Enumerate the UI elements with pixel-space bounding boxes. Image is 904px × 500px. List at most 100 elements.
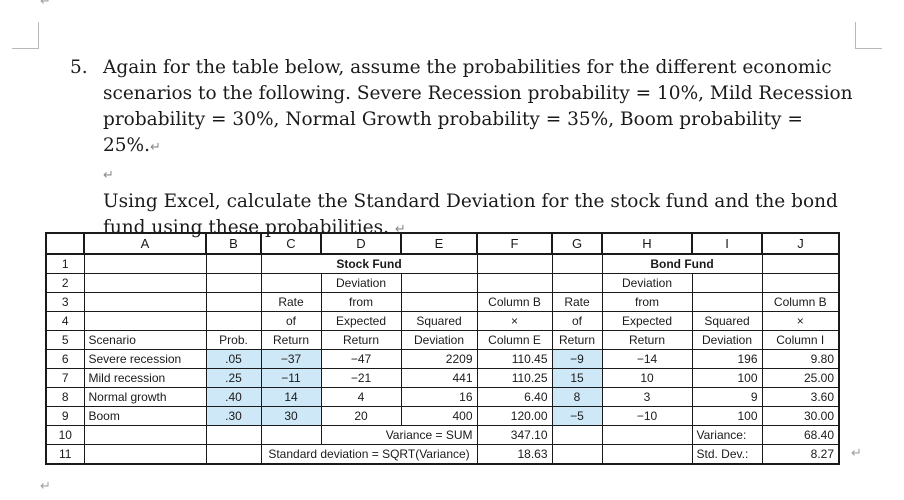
bond-rate-cell: −5 bbox=[551, 406, 603, 426]
row-number: 1 bbox=[45, 253, 85, 274]
cell bbox=[761, 253, 840, 274]
paragraph-mark-table-end: ↵ bbox=[851, 446, 862, 461]
corner-cell bbox=[45, 232, 85, 255]
stock-deviation-cell: −21 bbox=[320, 368, 402, 388]
bond-deviation-cell: −10 bbox=[601, 406, 693, 426]
cell bbox=[551, 253, 603, 274]
scenario-cell: Severe recession bbox=[83, 349, 207, 369]
paragraph-mark: ↵ bbox=[103, 168, 114, 183]
column-header-i: I bbox=[691, 232, 763, 255]
sheet-row-11: 11 Standard deviation = SQRT(Variance) 1… bbox=[45, 444, 840, 465]
cell bbox=[476, 253, 553, 274]
sheet-row-2: 2 Deviation Deviation bbox=[45, 273, 840, 293]
stock-squared-cell: 400 bbox=[400, 406, 478, 426]
question-number: 5. bbox=[70, 57, 88, 78]
question-paragraph-1: Again for the table below, assume the pr… bbox=[103, 57, 853, 156]
column-header-e: E bbox=[400, 232, 478, 255]
paragraph-mark: ↵ bbox=[150, 140, 161, 155]
header-from: from bbox=[320, 292, 402, 312]
scenario-cell: Mild recession bbox=[83, 368, 207, 388]
spreadsheet-table: A B C D E F G H I J 1 Stock Fund Bond Fu… bbox=[45, 232, 840, 465]
sheet-row-6: 6 Severe recession .05 −37 −47 2209 110.… bbox=[45, 349, 840, 369]
header-squared-deviation-bond: Deviation bbox=[691, 330, 763, 350]
row-number: 7 bbox=[45, 368, 85, 388]
row-number: 6 bbox=[45, 349, 85, 369]
variance-label: Variance = SUM bbox=[320, 425, 478, 445]
stock-stdev-value: 18.63 bbox=[476, 444, 553, 465]
empty-paragraph: ↵ bbox=[103, 161, 860, 189]
row-number: 9 bbox=[45, 406, 85, 426]
margin-corner-left bbox=[12, 22, 39, 49]
sheet-row-10: 10 Variance = SUM 347.10 Variance: 68.40 bbox=[45, 425, 840, 445]
stock-squared-cell: 16 bbox=[400, 387, 478, 407]
column-header-g: G bbox=[551, 232, 603, 255]
bond-product-cell: 30.00 bbox=[761, 406, 840, 426]
bond-rate-cell: 8 bbox=[551, 387, 603, 407]
stock-deviation-cell: 4 bbox=[320, 387, 402, 407]
question-5: 5. Again for the table below, assume the… bbox=[70, 55, 860, 243]
sheet-row-7: 7 Mild recession .25 −11 −21 441 110.25 … bbox=[45, 368, 840, 388]
row-number: 10 bbox=[45, 425, 85, 445]
bond-squared-cell: 100 bbox=[691, 368, 763, 388]
stock-product-cell: 110.45 bbox=[476, 349, 553, 369]
row-number: 2 bbox=[45, 273, 85, 293]
scenario-cell: Boom bbox=[83, 406, 207, 426]
bond-deviation-cell: 3 bbox=[601, 387, 693, 407]
header-expected-bond: Expected bbox=[601, 311, 693, 331]
column-header-f: F bbox=[476, 232, 553, 255]
stock-rate-cell: 14 bbox=[260, 387, 322, 407]
header-squared-bond: Squared bbox=[691, 311, 763, 331]
header-rate: Rate bbox=[260, 292, 322, 312]
row-number: 3 bbox=[45, 292, 85, 312]
bond-stdev-label: Std. Dev.: bbox=[691, 444, 763, 465]
header-times: × bbox=[476, 311, 553, 331]
prob-cell: .25 bbox=[205, 368, 262, 388]
header-scenario: Scenario bbox=[83, 330, 207, 350]
stock-variance-value: 347.10 bbox=[476, 425, 553, 445]
stock-deviation-cell: −47 bbox=[320, 349, 402, 369]
bond-deviation-cell: 10 bbox=[601, 368, 693, 388]
bond-variance-label: Variance: bbox=[691, 425, 763, 445]
header-return-2: Return bbox=[320, 330, 402, 350]
cell bbox=[83, 253, 207, 274]
stock-product-cell: 120.00 bbox=[476, 406, 553, 426]
bond-product-cell: 25.00 bbox=[761, 368, 840, 388]
header-of: of bbox=[260, 311, 322, 331]
header-prob: Prob. bbox=[205, 330, 262, 350]
header-squared-deviation: Deviation bbox=[400, 330, 478, 350]
header-deviation-bond: Deviation bbox=[601, 273, 693, 293]
header-deviation: Deviation bbox=[320, 273, 402, 293]
stdev-label: Standard deviation = SQRT(Variance) bbox=[260, 444, 478, 465]
row-number: 11 bbox=[45, 444, 85, 465]
bond-squared-cell: 196 bbox=[691, 349, 763, 369]
header-squared: Squared bbox=[400, 311, 478, 331]
prob-cell: .30 bbox=[205, 406, 262, 426]
stock-product-cell: 110.25 bbox=[476, 368, 553, 388]
header-from-bond: from bbox=[601, 292, 693, 312]
margin-corner-right bbox=[855, 22, 882, 49]
header-times-bond: × bbox=[761, 311, 840, 331]
stock-rate-cell: 30 bbox=[260, 406, 322, 426]
bond-stdev-value: 8.27 bbox=[761, 444, 840, 465]
sheet-row-8: 8 Normal growth .40 14 4 16 6.40 8 3 9 3… bbox=[45, 387, 840, 407]
header-rate-bond: Rate bbox=[551, 292, 603, 312]
bond-deviation-cell: −14 bbox=[601, 349, 693, 369]
prob-cell: .05 bbox=[205, 349, 262, 369]
stock-squared-cell: 2209 bbox=[400, 349, 478, 369]
header-column-i: Column I bbox=[761, 330, 840, 350]
row-number: 8 bbox=[45, 387, 85, 407]
bond-squared-cell: 9 bbox=[691, 387, 763, 407]
column-header-a: A bbox=[83, 232, 207, 255]
column-header-h: H bbox=[601, 232, 693, 255]
stock-rate-cell: −37 bbox=[260, 349, 322, 369]
paragraph-mark-bottom: ↵ bbox=[40, 479, 51, 494]
stock-squared-cell: 441 bbox=[400, 368, 478, 388]
row-number: 5 bbox=[45, 330, 85, 350]
header-column-b-bond: Column B bbox=[761, 292, 840, 312]
sheet-row-1: 1 Stock Fund Bond Fund bbox=[45, 253, 840, 274]
header-return-bond: Return bbox=[551, 330, 603, 350]
stock-rate-cell: −11 bbox=[260, 368, 322, 388]
header-return: Return bbox=[260, 330, 322, 350]
sheet-row-4: 4 of Expected Squared × of Expected Squa… bbox=[45, 311, 840, 331]
column-header-d: D bbox=[320, 232, 402, 255]
